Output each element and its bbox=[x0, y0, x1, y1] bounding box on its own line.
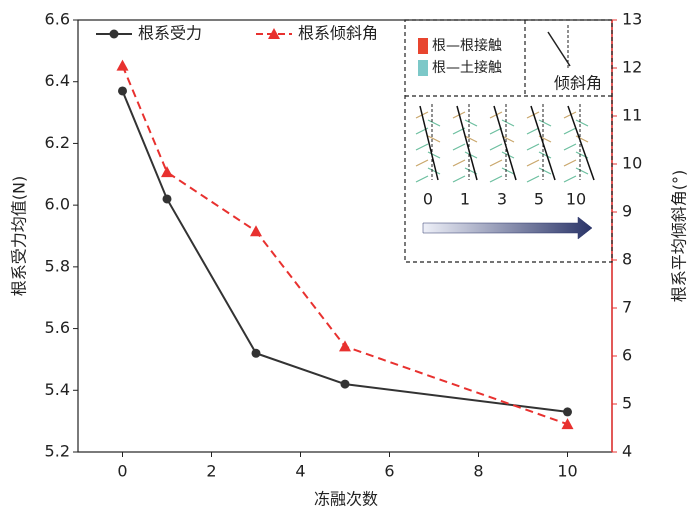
root-branch bbox=[563, 159, 577, 167]
root-branch bbox=[538, 119, 552, 127]
root-branch bbox=[452, 175, 466, 183]
root-branch bbox=[464, 135, 478, 143]
series-line bbox=[121, 65, 568, 426]
root-branch bbox=[489, 127, 503, 135]
root-branch bbox=[427, 119, 441, 127]
marker bbox=[116, 59, 129, 71]
y-tick-label: 6.0 bbox=[45, 195, 70, 214]
marker bbox=[250, 225, 262, 237]
root-branch bbox=[575, 167, 589, 175]
marker bbox=[268, 28, 280, 39]
x-tick-label: 0 bbox=[117, 462, 127, 481]
root-branch bbox=[575, 135, 589, 143]
legend-label: 根系倾斜角 bbox=[298, 24, 378, 43]
y2-tick-label: 13 bbox=[622, 10, 642, 29]
y-tick-label: 5.2 bbox=[45, 442, 70, 461]
x-tick-label: 8 bbox=[473, 462, 483, 481]
root-branch bbox=[501, 167, 515, 175]
inset-sample-label: 1 bbox=[460, 190, 470, 209]
marker bbox=[561, 418, 574, 430]
inset-frame bbox=[404, 19, 613, 263]
root-branch bbox=[526, 159, 540, 167]
root-branch bbox=[452, 159, 466, 167]
marker bbox=[118, 86, 127, 96]
root-axis bbox=[530, 105, 556, 181]
root-branch bbox=[526, 143, 540, 151]
root-branch bbox=[427, 135, 441, 143]
root-branch bbox=[501, 119, 515, 127]
root-axis bbox=[567, 105, 595, 181]
y-tick-label: 5.4 bbox=[45, 380, 70, 399]
x-tick-label: 4 bbox=[295, 462, 305, 481]
root-branch bbox=[563, 127, 577, 135]
root-branch bbox=[489, 143, 503, 151]
inset-sample-label: 10 bbox=[566, 190, 586, 209]
series-line bbox=[121, 90, 568, 413]
root-branch bbox=[526, 127, 540, 135]
root-branch bbox=[575, 119, 589, 127]
y-tick-label: 5.8 bbox=[45, 256, 70, 275]
y-tick-label: 6.2 bbox=[45, 133, 70, 152]
inset-sample-label: 3 bbox=[497, 190, 507, 209]
y2-tick-label: 7 bbox=[622, 298, 632, 317]
y2-tick-label: 5 bbox=[622, 394, 632, 413]
root-branch bbox=[538, 167, 552, 175]
angle-root bbox=[547, 31, 571, 67]
root-branch bbox=[464, 119, 478, 127]
inset-divider bbox=[405, 20, 612, 97]
y2-tick-label: 9 bbox=[622, 202, 632, 221]
y-tick-label: 6.6 bbox=[45, 10, 70, 29]
root-branch bbox=[563, 111, 577, 119]
y2-tick-label: 6 bbox=[622, 346, 632, 365]
root-branch bbox=[563, 143, 577, 151]
root-axis bbox=[419, 105, 439, 181]
y-tick-label: 6.4 bbox=[45, 71, 70, 90]
angle-label: 倾斜角 bbox=[554, 74, 602, 93]
inset-legend-label: 根—土接触 bbox=[432, 59, 502, 76]
marker bbox=[161, 166, 173, 178]
y2-tick-label: 10 bbox=[622, 154, 642, 173]
x-tick-label: 2 bbox=[206, 462, 216, 481]
root-branch bbox=[526, 111, 540, 119]
inset-legend-swatch bbox=[418, 38, 428, 54]
root-branch bbox=[415, 143, 429, 151]
y-tick-label: 5.6 bbox=[45, 318, 70, 337]
inset-legend-label: 根—根接触 bbox=[432, 37, 502, 54]
root-branch bbox=[501, 135, 515, 143]
root-branch bbox=[489, 159, 503, 167]
root-branch bbox=[427, 151, 441, 159]
root-branch bbox=[415, 159, 429, 167]
x-axis-label: 冻融次数 bbox=[314, 490, 378, 509]
y2-tick-label: 4 bbox=[622, 442, 632, 461]
root-branch bbox=[427, 167, 441, 175]
root-branch bbox=[452, 143, 466, 151]
y2-tick-label: 11 bbox=[622, 106, 642, 125]
marker bbox=[162, 194, 172, 204]
inset-sample-label: 5 bbox=[534, 190, 544, 209]
y-axis-label: 根系受力均值(N) bbox=[10, 176, 29, 296]
x-tick-label: 10 bbox=[557, 462, 577, 481]
marker bbox=[563, 407, 572, 417]
marker bbox=[109, 29, 119, 39]
root-axis bbox=[493, 105, 517, 181]
root-branch bbox=[563, 175, 577, 183]
marker bbox=[340, 379, 350, 389]
y2-axis-label: 根系平均倾斜角(°) bbox=[670, 170, 689, 303]
root-branch bbox=[526, 175, 540, 183]
legend-label: 根系受力 bbox=[138, 24, 202, 43]
root-branch bbox=[538, 151, 552, 159]
root-branch bbox=[489, 175, 503, 183]
y2-tick-label: 12 bbox=[622, 58, 642, 77]
y2-tick-label: 8 bbox=[622, 250, 632, 269]
inset-legend-swatch bbox=[418, 60, 428, 76]
marker bbox=[251, 348, 261, 358]
marker bbox=[339, 340, 351, 352]
x-tick-label: 6 bbox=[384, 462, 394, 481]
inset-arrow bbox=[422, 216, 593, 240]
root-branch bbox=[415, 175, 429, 183]
root-axis bbox=[456, 105, 478, 181]
inset-sample-label: 0 bbox=[423, 190, 433, 209]
